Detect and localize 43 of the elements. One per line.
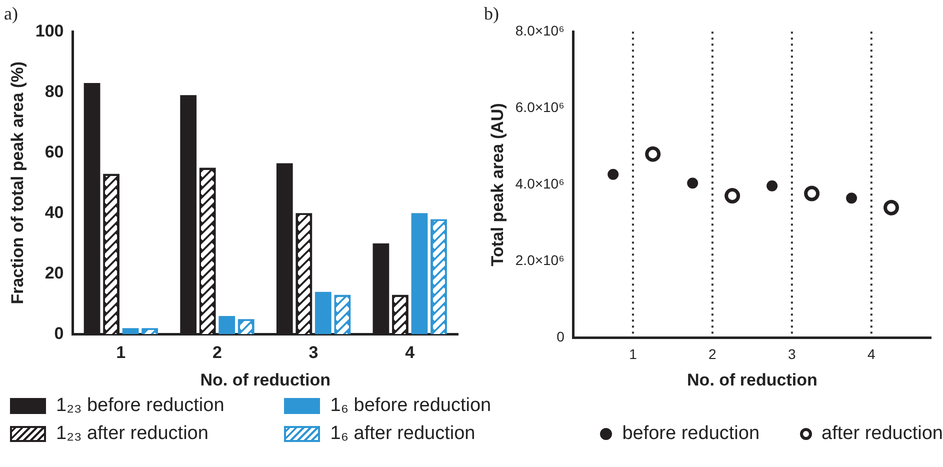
x-axis-title: No. of reduction bbox=[687, 370, 818, 390]
point bbox=[645, 146, 661, 162]
point bbox=[846, 192, 858, 204]
x-tick-label: 4 bbox=[405, 343, 416, 362]
legend-label: 1₂₃ before reduction bbox=[56, 395, 224, 417]
chart-title: a) bbox=[4, 4, 18, 24]
x-tick-label: 2 bbox=[708, 346, 717, 362]
y-tick-label: 80 bbox=[44, 82, 64, 101]
y-axis-title: Fraction of total peak area (%) bbox=[8, 62, 27, 304]
y-tick-label: 8.0×10⁶ bbox=[515, 22, 564, 38]
legend-label: 1₆ before reduction bbox=[330, 395, 492, 417]
bar bbox=[314, 292, 332, 334]
point bbox=[687, 178, 698, 189]
x-tick-label: 2 bbox=[212, 343, 222, 362]
x-axis-title: No. of reduction bbox=[200, 370, 331, 390]
bar bbox=[218, 316, 236, 334]
legend-label: 1₂₃ after reduction bbox=[56, 423, 208, 445]
point bbox=[884, 200, 900, 216]
x-tick-label: 1 bbox=[116, 343, 126, 362]
y-tick-label: 0 bbox=[556, 328, 565, 345]
y-tick-label: 100 bbox=[35, 21, 64, 40]
point bbox=[766, 180, 778, 192]
y-tick-label: 4.0×10⁶ bbox=[515, 176, 564, 192]
y-tick-label: 20 bbox=[44, 263, 64, 282]
bar bbox=[122, 328, 139, 334]
chart-title: b) bbox=[484, 4, 499, 24]
y-tick-label: 60 bbox=[44, 142, 64, 162]
x-tick-label: 3 bbox=[788, 346, 796, 362]
x-tick-label: 3 bbox=[308, 343, 318, 362]
y-axis-title: Total peak area (AU) bbox=[488, 103, 507, 266]
legend-label: before reduction bbox=[622, 423, 760, 445]
point bbox=[608, 168, 619, 180]
legend-label: 1₆ after reduction bbox=[330, 423, 476, 445]
bar bbox=[411, 213, 428, 334]
y-tick-label: 2.0×10⁶ bbox=[515, 252, 564, 268]
point bbox=[804, 186, 820, 202]
y-tick-label: 0 bbox=[54, 324, 64, 343]
y-tick-label: 6.0×10⁶ bbox=[515, 99, 564, 116]
y-tick-label: 40 bbox=[44, 202, 64, 222]
x-tick-label: 1 bbox=[629, 346, 638, 362]
legend-label: after reduction bbox=[822, 423, 943, 445]
x-tick-label: 4 bbox=[867, 346, 876, 362]
point bbox=[724, 188, 740, 204]
